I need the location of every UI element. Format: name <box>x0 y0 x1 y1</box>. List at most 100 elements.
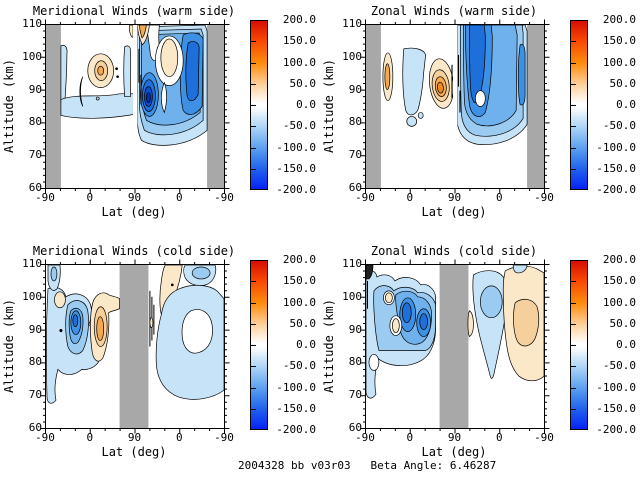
colorbar-tick-mark <box>571 105 576 106</box>
colorbar-tick-label: 200.0 <box>282 253 316 266</box>
colorbar-tick-label: 150.0 <box>602 274 636 288</box>
y-tick-label: 90 <box>28 82 42 96</box>
x-tick-label: 0 <box>495 191 503 204</box>
colorbar-tick-mark <box>571 366 576 368</box>
panel-title: Meridional Winds (warm side) <box>32 4 236 18</box>
colorbar-tick-label: 200.0 <box>602 253 636 266</box>
colorbar-tick-mark <box>571 83 576 85</box>
colorbar-tick-mark <box>251 62 256 64</box>
x-axis-label: Lat (deg) <box>421 445 487 459</box>
contour-field <box>46 25 224 188</box>
y-tick-label: 100 <box>342 289 362 303</box>
colorbar-labels: 200.0 150.0 100.0 50.0 0.0 -50.0 -100.0 -150.0 -… <box>590 254 636 436</box>
x-tick-label: 0 <box>406 431 414 444</box>
colorbar-tick-mark <box>251 41 256 43</box>
colorbar-tick-label: 50.0 <box>609 316 637 330</box>
x-tick-label: -90 <box>214 431 234 444</box>
node-gap <box>133 25 138 188</box>
colorbar-tick-label: 0.0 <box>616 338 636 351</box>
colorbar-tick-mark <box>571 408 576 410</box>
x-tick-label: 0 <box>175 431 183 444</box>
panel-zonal-cold: Zonal Winds (cold side) Altitude (km) <box>320 240 640 480</box>
y-tick-label: 80 <box>348 355 362 369</box>
y-tick-labels: 110 100 90 80 70 60 <box>330 258 362 434</box>
panel-title: Meridional Winds (cold side) <box>32 244 236 258</box>
colorbar-tick-label: -150.0 <box>276 161 316 175</box>
colorbar-tick-label: -150.0 <box>596 401 636 415</box>
x-tick-label: -90 <box>355 431 375 444</box>
y-tick-label: 110 <box>342 17 362 30</box>
panel-title: Zonal Winds (warm side) <box>370 4 538 18</box>
colorbar-tick-label: 100.0 <box>602 55 636 69</box>
colorbar-tick-mark <box>571 62 576 64</box>
y-tick-label: 100 <box>22 289 42 303</box>
contour-field <box>366 265 544 428</box>
x-tick-label: 0 <box>495 431 503 444</box>
y-tick-label: 80 <box>28 115 42 129</box>
node-gap <box>453 25 458 188</box>
colorbar-tick-label: -50.0 <box>282 359 316 373</box>
colorbar-labels: 200.0 150.0 100.0 50.0 0.0 -50.0 -100.0 -150.0 -… <box>590 14 636 196</box>
colorbar-tick-mark <box>251 345 256 346</box>
colorbar-tick-mark <box>571 345 576 346</box>
masked-gray-band <box>119 265 149 428</box>
colorbar-tick-mark <box>571 323 576 325</box>
colorbar-tick-mark <box>251 408 256 410</box>
colorbar-tick-label: 150.0 <box>602 34 636 48</box>
colorbar-tick-mark <box>571 387 576 389</box>
x-axis-label: Lat (deg) <box>101 205 167 219</box>
y-tick-label: 70 <box>28 388 42 402</box>
x-tick-label: -90 <box>534 431 554 444</box>
x-axis-label: Lat (deg) <box>421 205 487 219</box>
colorbar-tick-label: -150.0 <box>596 161 636 175</box>
colorbar-tick-label: 50.0 <box>609 76 637 90</box>
y-tick-label: 110 <box>22 257 42 270</box>
y-tick-label: 70 <box>28 148 42 162</box>
y-tick-labels: 110 100 90 80 70 60 <box>10 258 42 434</box>
y-tick-label: 100 <box>342 49 362 63</box>
colorbar-tick-mark <box>251 302 256 304</box>
colorbar-tick-mark <box>251 105 256 106</box>
x-tick-labels: -90 0 90 0 -90 <box>30 192 239 204</box>
panel-meridional-warm: Meridional Winds (warm side) Altitude (k… <box>0 0 320 240</box>
colorbar-tick-label: 100.0 <box>602 295 636 309</box>
colorbar-tick-mark <box>251 83 256 85</box>
y-tick-label: 60 <box>348 420 362 434</box>
y-tick-label: 70 <box>348 148 362 162</box>
y-tick-label: 80 <box>348 115 362 129</box>
colorbar-tick-mark <box>251 147 256 149</box>
y-tick-label: 60 <box>28 420 42 434</box>
x-tick-label: -90 <box>35 431 55 444</box>
y-tick-label: 60 <box>348 180 362 194</box>
panel-zonal-warm: Zonal Winds (warm side) Altitude (km) <box>320 0 640 240</box>
colorbar-tick-label: -50.0 <box>602 119 636 133</box>
colorbar-tick-label: -200.0 <box>596 183 636 196</box>
x-tick-label: 90 <box>127 191 142 204</box>
colorbar-tick-label: -100.0 <box>596 140 636 154</box>
colorbar-tick-label: 200.0 <box>282 13 316 26</box>
x-tick-label: 0 <box>406 191 414 204</box>
x-axis-label: Lat (deg) <box>101 445 167 459</box>
y-tick-label: 70 <box>348 388 362 402</box>
y-tick-labels: 110 100 90 80 70 60 <box>330 18 362 194</box>
x-tick-label: 90 <box>127 431 142 444</box>
colorbar-tick-label: 50.0 <box>289 76 317 90</box>
colorbar-tick-mark <box>571 168 576 170</box>
y-tick-labels: 110 100 90 80 70 60 <box>10 18 42 194</box>
x-tick-label: 90 <box>447 431 462 444</box>
colorbar-tick-mark <box>251 126 256 128</box>
colorbar-tick-label: 100.0 <box>282 55 316 69</box>
colorbar-labels: 200.0 150.0 100.0 50.0 0.0 -50.0 -100.0 -150.0 -… <box>270 14 316 196</box>
masked-gray-band <box>439 265 469 428</box>
colorbar-tick-mark <box>571 302 576 304</box>
y-tick-label: 80 <box>28 355 42 369</box>
x-tick-labels: -90 0 90 0 -90 <box>350 432 559 444</box>
y-tick-label: 90 <box>348 82 362 96</box>
footer-caption: 2004328 bb v03r03 Beta Angle: 6.46287 <box>238 459 497 472</box>
y-tick-label: 60 <box>28 180 42 194</box>
colorbar-tick-label: -50.0 <box>282 119 316 133</box>
colorbar-tick-mark <box>571 126 576 128</box>
colorbar-labels: 200.0 150.0 100.0 50.0 0.0 -50.0 -100.0 -150.0 -… <box>270 254 316 436</box>
y-tick-label: 90 <box>348 322 362 336</box>
